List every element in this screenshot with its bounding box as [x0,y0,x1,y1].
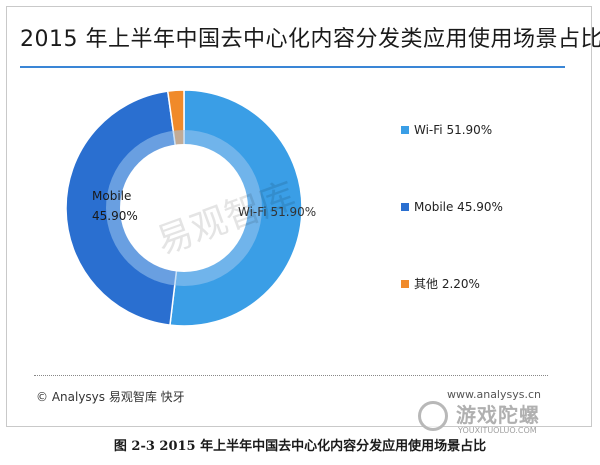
credit-text: © Analysys 易观智库 快牙 [36,390,185,404]
figure-caption: 图 2-3 2015 年上半年中国去中心化内容分发应用使用场景占比 [113,439,487,454]
badge-name: 游戏陀螺 [456,403,540,427]
legend-label-mobile: Mobile 45.90% [414,200,503,214]
brand-badge: 游戏陀螺 YOUXITUOLUO.COM [418,397,588,443]
slice-label-mobile: Mobile [92,189,131,203]
legend-swatch-wifi [401,126,409,134]
slice-label-wifi: Wi-Fi 51.90% [238,205,316,219]
legend-swatch-other [401,280,409,288]
slice-label-mobile-value: 45.90% [92,209,138,223]
legend-label-other: 其他 2.20% [414,277,480,291]
spinning-top-icon [418,401,448,431]
donut-hole [120,144,248,272]
site-url: www.analysys.cn [447,388,541,401]
chart-title: 2015 年上半年中国去中心化内容分发类应用使用场景占比 [20,27,600,52]
badge-url: YOUXITUOLUO.COM [458,426,537,435]
title-underline [20,66,565,68]
legend-label-wifi: Wi-Fi 51.90% [414,123,492,137]
legend-swatch-mobile [401,203,409,211]
legend: Wi-Fi 51.90% Mobile 45.90% 其他 2.20% [401,123,503,291]
footer-divider [34,375,548,376]
